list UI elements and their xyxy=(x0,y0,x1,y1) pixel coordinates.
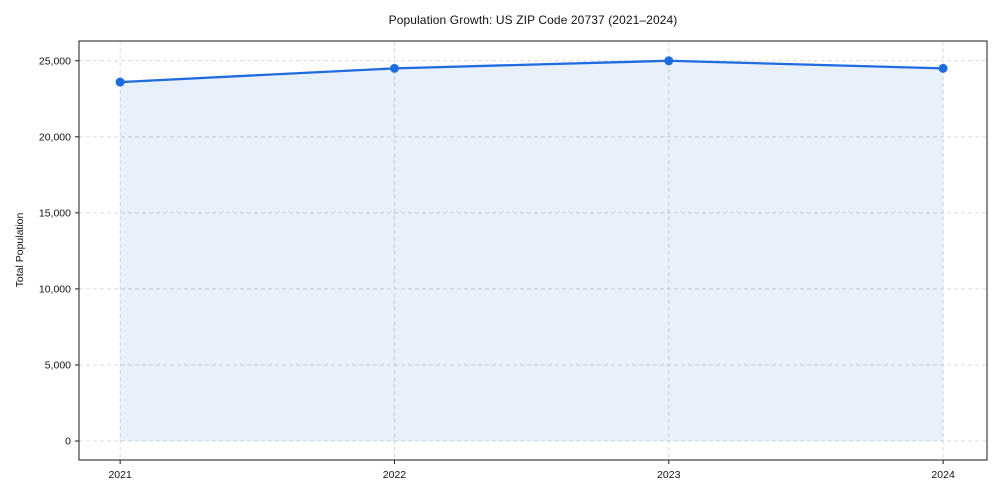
data-point-marker xyxy=(664,56,674,66)
area-fill xyxy=(120,60,944,441)
chart-title: Population Growth: US ZIP Code 20737 (20… xyxy=(388,13,678,27)
y-tick-label: 15,000 xyxy=(39,207,71,219)
x-tick-label: 2022 xyxy=(383,469,407,481)
y-tick-label: 5,000 xyxy=(45,359,71,371)
y-tick-label: 20,000 xyxy=(39,131,71,143)
y-tick-label: 25,000 xyxy=(39,55,71,67)
y-axis-title: Total Population xyxy=(14,212,26,288)
y-tick-label: 10,000 xyxy=(39,283,71,295)
data-point-marker xyxy=(389,63,399,73)
data-point-marker xyxy=(115,77,125,87)
x-tick-label: 2023 xyxy=(657,469,681,481)
population-line xyxy=(118,59,945,84)
x-tick-label: 2021 xyxy=(108,469,132,481)
x-tick-label: 2024 xyxy=(931,469,955,481)
y-tick-label: 0 xyxy=(65,435,71,447)
data-point-marker xyxy=(938,63,948,73)
plot-border xyxy=(78,40,988,461)
